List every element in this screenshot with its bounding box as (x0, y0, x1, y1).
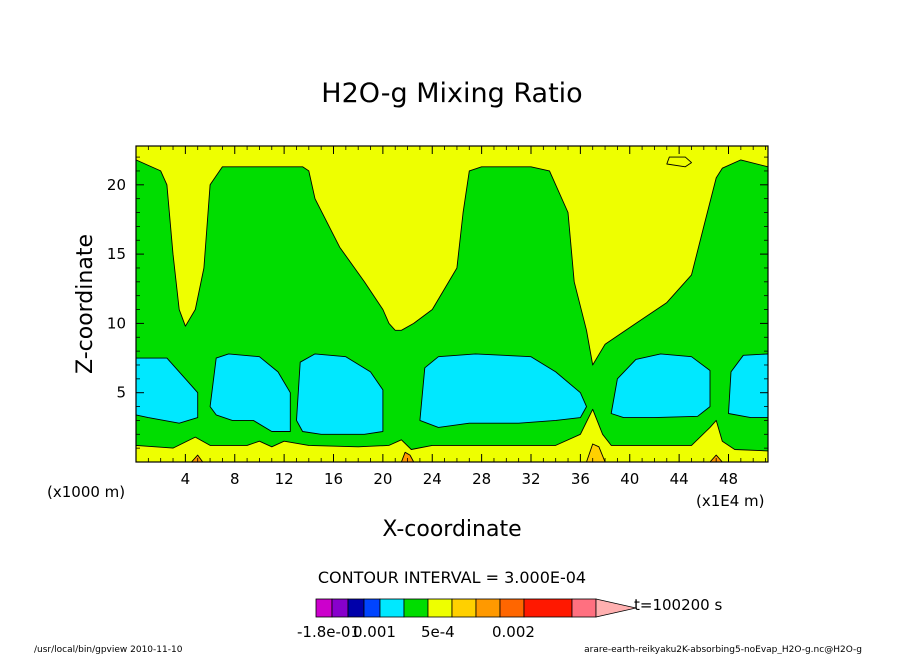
y-tick-label-15: 15 (107, 245, 126, 263)
contour-region-yellow-8 (135, 408, 769, 463)
colorbar-swatch-pink (571, 598, 597, 618)
contour-region-green-0 (135, 159, 769, 460)
colorbar (315, 598, 637, 618)
contour-region-cyan-5 (419, 353, 587, 428)
time-label: t=100200 s (634, 596, 722, 614)
y-unit-note: (x1000 m) (47, 483, 125, 501)
colorbar-swatch-red (523, 598, 573, 618)
x-tick-label-24: 24 (423, 470, 442, 488)
x-tick-label-12: 12 (275, 470, 294, 488)
x-unit-note: (x1E4 m) (696, 492, 765, 510)
x-tick-label-8: 8 (230, 470, 240, 488)
colorbar-swatch-darkblue (347, 598, 365, 618)
x-tick-label-44: 44 (670, 470, 689, 488)
colorbar-label-min: -1.8e-01 (297, 623, 360, 641)
x-tick-label-4: 4 (181, 470, 191, 488)
colorbar-swatch-blue (363, 598, 381, 618)
x-tick-label-32: 32 (521, 470, 540, 488)
x-axis-ticks: 4 8 12 16 20 24 28 32 36 40 44 48 (147, 146, 766, 488)
contour-region-cyan-3 (209, 353, 291, 432)
x-tick-label-40: 40 (620, 470, 639, 488)
contour-region-cyan-6 (610, 353, 711, 419)
colorbar-label-0002: 0.002 (492, 623, 535, 641)
colorbar-label-5e-4: 5e-4 (421, 623, 455, 641)
plot-frame (135, 145, 769, 463)
colorbar-swatch-purple (331, 598, 349, 618)
contour-region-cyan-4 (296, 353, 384, 435)
y-tick-label-20: 20 (107, 176, 126, 194)
y-axis-label: Z-coordinate (73, 234, 98, 374)
chart-title: H2O-g Mixing Ratio (321, 78, 582, 109)
contour-region-yellow-1 (666, 156, 692, 168)
colorbar-swatch-magenta (315, 598, 333, 618)
footer-left: /usr/local/bin/gpview 2010-11-10 (34, 645, 183, 654)
y-tick-label-10: 10 (107, 314, 126, 332)
colorbar-swatch-gold (451, 598, 477, 618)
x-tick-label-36: 36 (571, 470, 590, 488)
y-tick-label-5: 5 (116, 384, 126, 402)
colorbar-swatch-green (403, 598, 429, 618)
plot-area (135, 145, 769, 463)
y-axis-ticks: 5 10 15 20 (107, 156, 768, 449)
colorbar-swatch-orange (475, 598, 501, 618)
x-axis-label: X-coordinate (382, 517, 521, 542)
footer-right: arare-earth-reikyaku2K-absorbing5-noEvap… (584, 645, 862, 654)
x-tick-label-48: 48 (719, 470, 738, 488)
colorbar-swatch-yellow (427, 598, 453, 618)
colorbar-swatch-cyan (379, 598, 405, 618)
contour-interval-text: CONTOUR INTERVAL = 3.000E-04 (318, 568, 586, 587)
colorbar-swatch-darkorange (499, 598, 525, 618)
colorbar-label-0001: 0.001 (353, 623, 396, 641)
x-tick-label-20: 20 (373, 470, 392, 488)
x-tick-label-16: 16 (324, 470, 343, 488)
contour-region-cyan-2 (135, 357, 199, 424)
colorbar-arrow-pink (595, 598, 637, 618)
x-tick-label-28: 28 (472, 470, 491, 488)
